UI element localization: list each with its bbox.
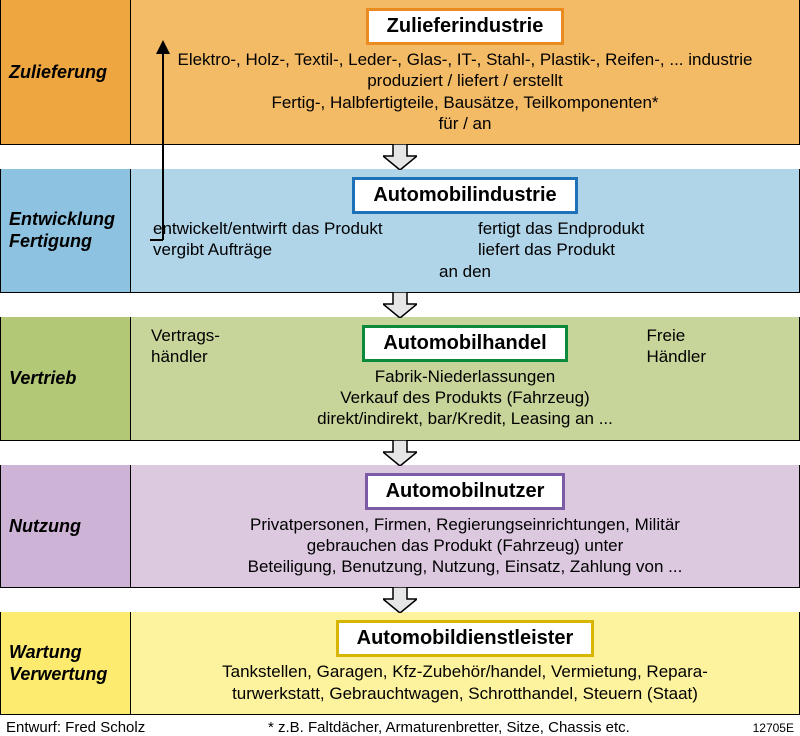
stage-2-entwicklung: Entwicklung Fertigung Automobilindustrie…	[0, 169, 800, 293]
stage-2-columns: entwickelt/entwirft das Produkt vergibt …	[141, 218, 789, 261]
arrow-3-4	[0, 440, 800, 466]
stage-4-title: Automobilnutzer	[365, 473, 566, 510]
stage-3-title: Automobilhandel	[362, 325, 567, 362]
stage-3-top-row: Vertrags- händler Automobilhandel Fabrik…	[141, 325, 789, 387]
stage-4-body: Automobilnutzer Privatpersonen, Firmen, …	[131, 465, 799, 588]
stage-5-label-text-2: Verwertung	[9, 663, 122, 686]
stage-1-label: Zulieferung	[1, 0, 131, 144]
stage-5-line1: Tankstellen, Garagen, Kfz-Zubehör/handel…	[222, 661, 708, 682]
stage-2-label-text-1: Entwicklung	[9, 208, 122, 231]
stage-5-label: Wartung Verwertung	[1, 612, 131, 714]
stage-2-body: Automobilindustrie entwickelt/entwirft d…	[131, 169, 799, 292]
stage-3-side-r2: Händler	[646, 346, 779, 367]
stage-1-line3: Fertig-, Halbfertigteile, Bausätze, Teil…	[271, 92, 658, 113]
stage-1-line2: produziert / liefert / erstellt	[367, 70, 563, 91]
stage-1-line1: Elektro-, Holz-, Textil-, Leder-, Glas-,…	[177, 49, 752, 70]
footer-code: 12705E	[753, 721, 794, 735]
stage-3-label: Vertrieb	[1, 317, 131, 440]
stage-5-title: Automobildienstleister	[336, 620, 595, 657]
stage-5-body: Automobildienstleister Tankstellen, Gara…	[131, 612, 799, 714]
stage-5-line2: turwerkstatt, Gebrauchtwagen, Schrotthan…	[232, 683, 698, 704]
stage-2-right-1: fertigt das Endprodukt	[478, 218, 789, 239]
stage-2-right-2: liefert das Produkt	[478, 239, 789, 260]
stage-3-side-l1: Vertrags-	[151, 325, 284, 346]
stage-1-zulieferung: Zulieferung Zulieferindustrie Elektro-, …	[0, 0, 800, 145]
stage-4-line1: Privatpersonen, Firmen, Regierungseinric…	[250, 514, 680, 535]
footer-note: * z.B. Faltdächer, Armaturenbretter, Sit…	[268, 719, 630, 736]
stage-2-label-text-2: Fertigung	[9, 230, 122, 253]
stage-3-side-l2: händler	[151, 346, 284, 367]
arrow-1-2	[0, 144, 800, 170]
automotive-value-chain-diagram: Zulieferung Zulieferindustrie Elektro-, …	[0, 0, 800, 736]
stage-3-line3: direkt/indirekt, bar/Kredit, Leasing an …	[317, 408, 613, 429]
diagram-footer: Entwurf: Fred Scholz * z.B. Faltdächer, …	[0, 715, 800, 736]
stage-3-vertrieb: Vertrieb Vertrags- händler Automobilhand…	[0, 317, 800, 441]
stage-4-line2: gebrauchen das Produkt (Fahrzeug) unter	[307, 535, 624, 556]
stage-5-label-text-1: Wartung	[9, 641, 122, 664]
stage-4-nutzung: Nutzung Automobilnutzer Privatpersonen, …	[0, 465, 800, 589]
footer-author: Entwurf: Fred Scholz	[6, 719, 145, 736]
stage-2-bottom: an den	[439, 261, 491, 282]
stage-3-body: Vertrags- händler Automobilhandel Fabrik…	[131, 317, 799, 440]
stage-1-line4: für / an	[439, 113, 492, 134]
stage-2-left-2: vergibt Aufträge	[153, 239, 452, 260]
stage-3-label-text: Vertrieb	[9, 367, 122, 390]
stage-5-wartung: Wartung Verwertung Automobildienstleiste…	[0, 612, 800, 715]
arrow-2-3	[0, 292, 800, 318]
stage-3-side-r1: Freie	[646, 325, 779, 346]
stage-3-line2: Verkauf des Produkts (Fahrzeug)	[340, 387, 589, 408]
arrow-4-5	[0, 587, 800, 613]
feedback-arrow-up	[148, 40, 178, 250]
stage-3-mid-1: Fabrik-Niederlassungen	[284, 366, 647, 387]
stage-2-title: Automobilindustrie	[352, 177, 577, 214]
stage-2-label: Entwicklung Fertigung	[1, 169, 131, 292]
stage-1-label-text: Zulieferung	[9, 61, 122, 84]
stage-4-label-text: Nutzung	[9, 515, 122, 538]
stage-1-title: Zulieferindustrie	[366, 8, 565, 45]
stage-4-line3: Beteiligung, Benutzung, Nutzung, Einsatz…	[248, 556, 683, 577]
stage-1-body: Zulieferindustrie Elektro-, Holz-, Texti…	[131, 0, 799, 144]
stage-4-label: Nutzung	[1, 465, 131, 588]
stage-2-left-1: entwickelt/entwirft das Produkt	[153, 218, 452, 239]
